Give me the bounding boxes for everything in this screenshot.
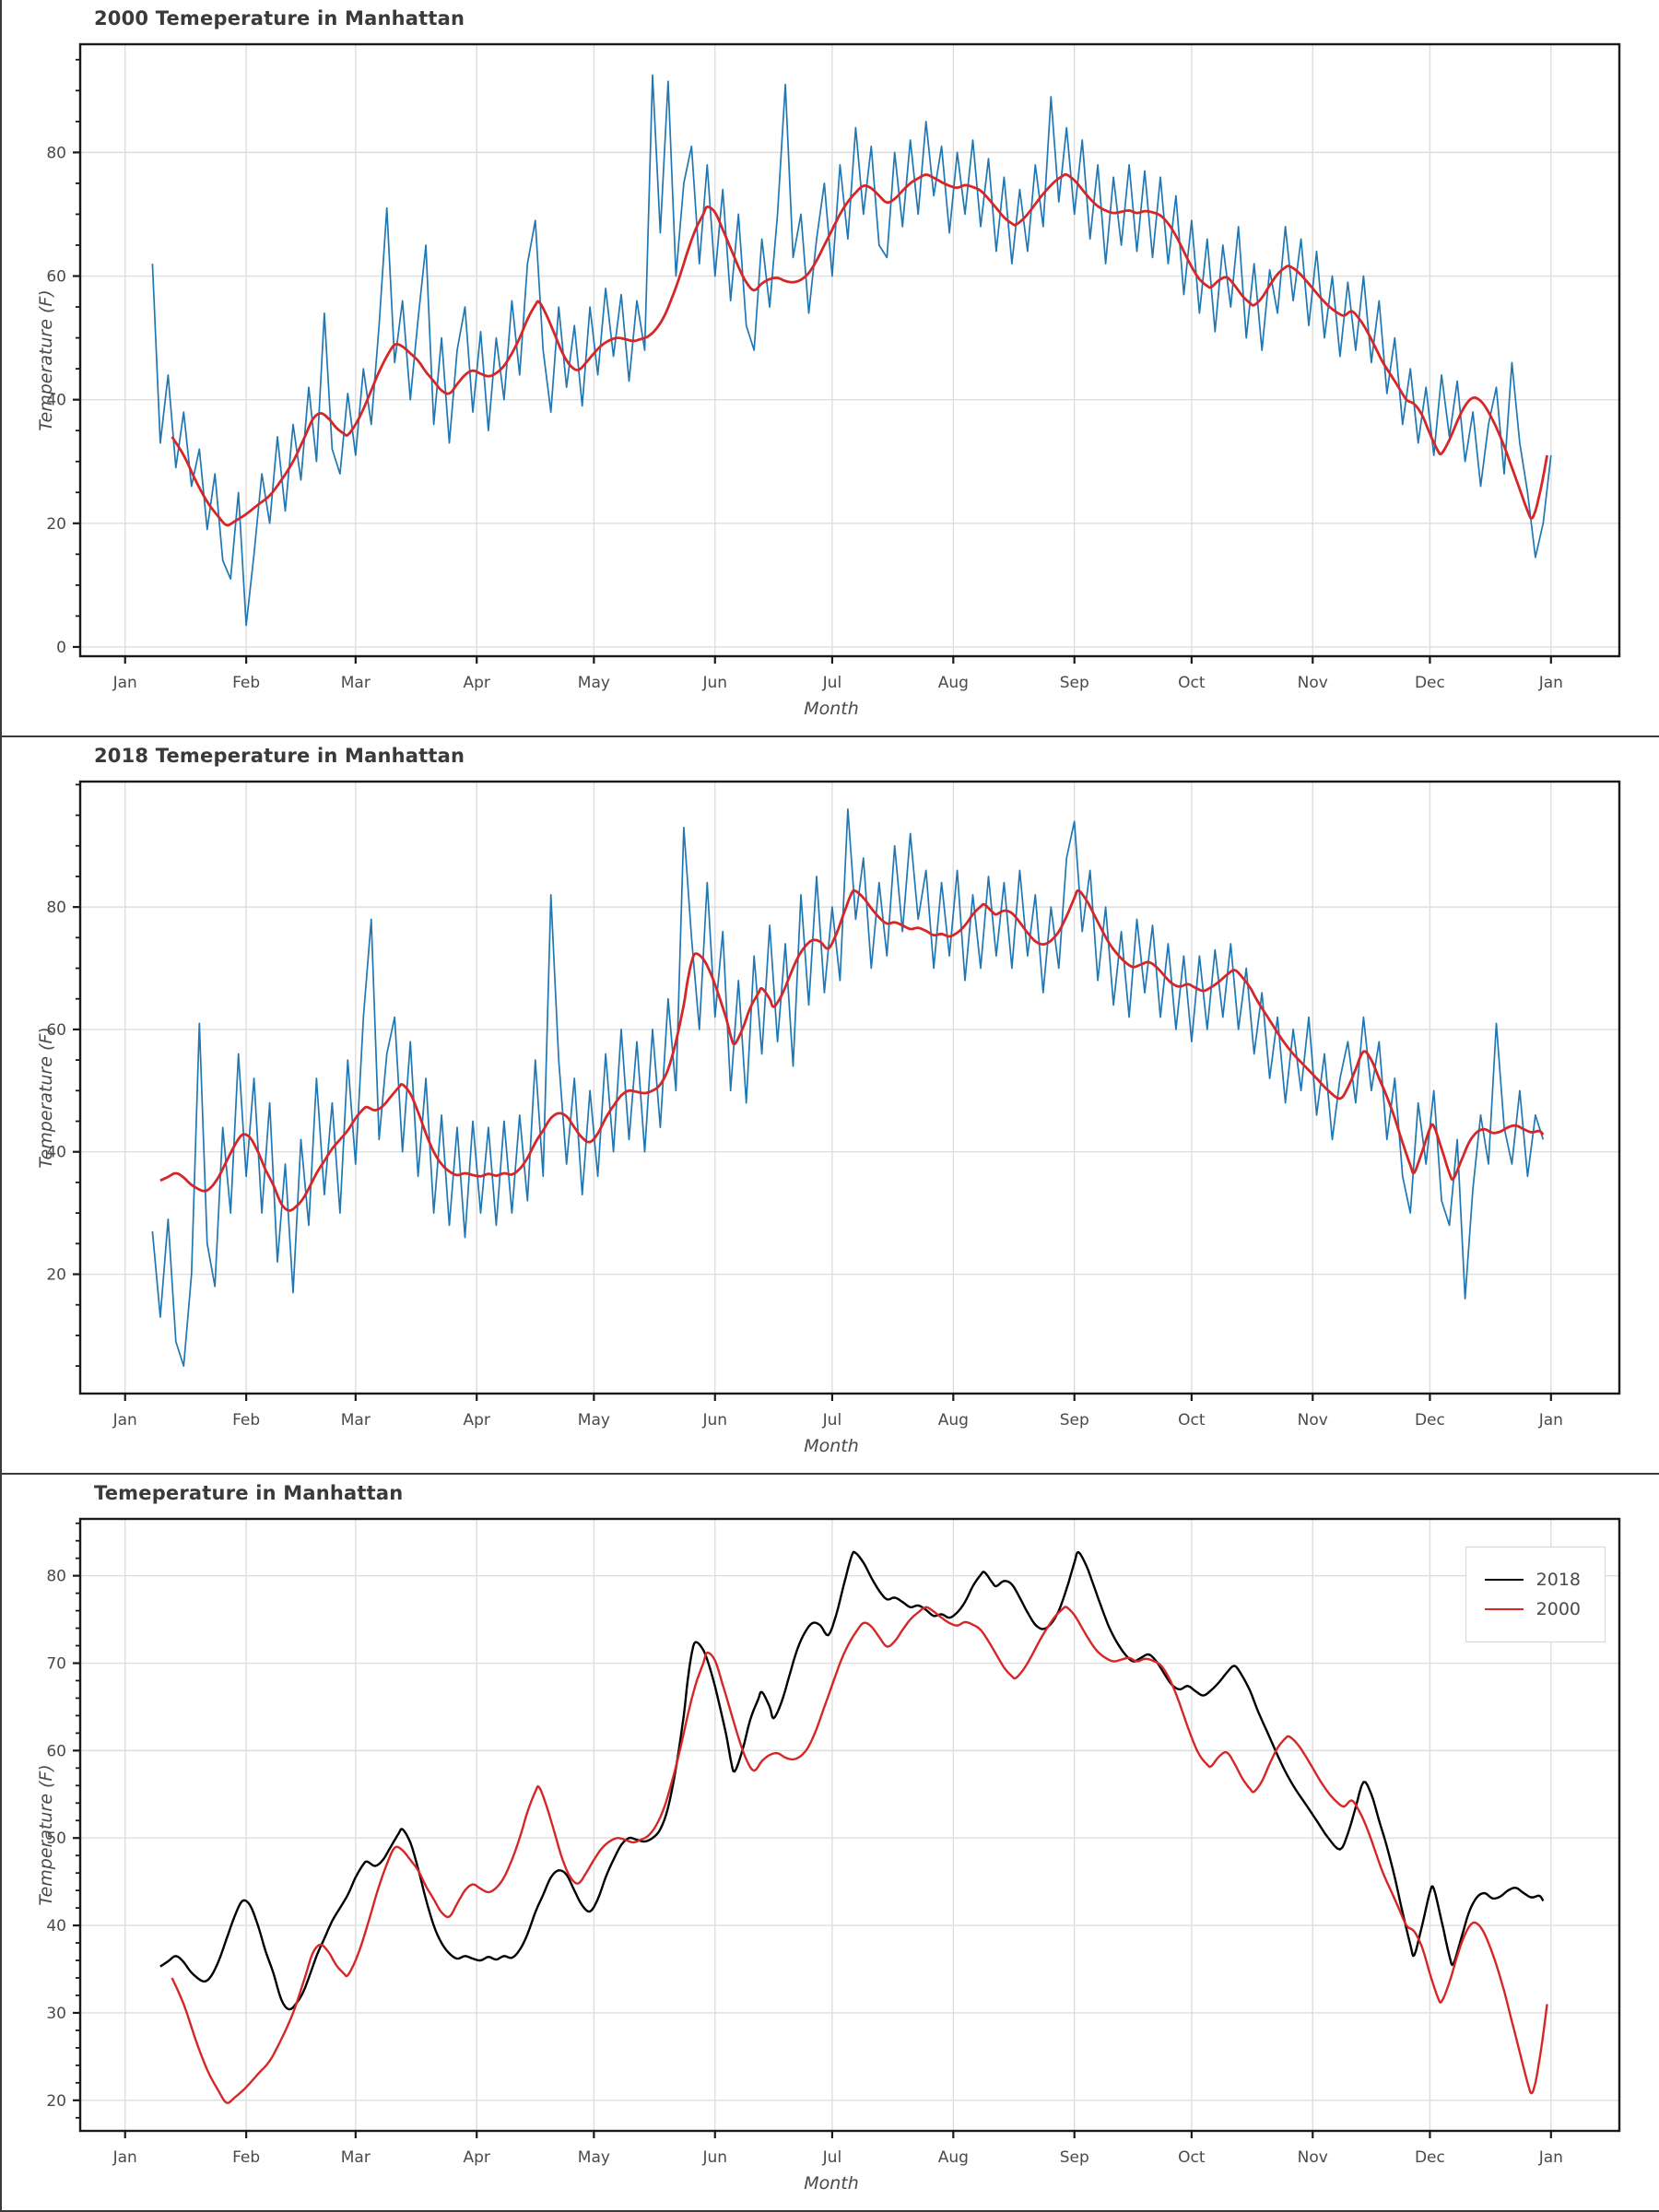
svg-text:Jun: Jun: [701, 1411, 727, 1430]
svg-text:Dec: Dec: [1415, 674, 1445, 692]
plot-area-comparison: 20 30 40 50 60 70 80 Jan Feb Mar Apr May Jun Jul Aug Se…: [46, 1517, 1621, 2167]
svg-text:Sep: Sep: [1060, 1411, 1089, 1430]
svg-text:Feb: Feb: [232, 674, 260, 692]
svg-text:Jun: Jun: [701, 674, 727, 692]
svg-text:Oct: Oct: [1178, 2148, 1206, 2167]
daily-temperature-line: [151, 74, 1552, 627]
svg-text:40: 40: [46, 392, 66, 410]
svg-text:Apr: Apr: [464, 674, 490, 692]
x-axis-label-2018: Month: [804, 1436, 859, 1456]
x-axis-label-comparison: Month: [804, 2173, 859, 2194]
plot-area-2018: 20 40 60 80 Jan Feb Mar Apr May Jun Jul Aug Sep Oct No…: [46, 780, 1621, 1430]
svg-text:Nov: Nov: [1298, 674, 1328, 692]
svg-text:40: 40: [46, 1144, 66, 1162]
axes: 20 30 40 50 60 70 80 Jan Feb Mar Apr May Jun Jul Aug Se…: [46, 1517, 1621, 2167]
chart-panel-2000: 2000 Temeperature in Manhattan Temperatu…: [2, 0, 1659, 737]
svg-text:50: 50: [46, 1830, 66, 1848]
svg-text:Sep: Sep: [1060, 2148, 1089, 2167]
svg-text:Mar: Mar: [341, 2148, 371, 2167]
plot-area-2000: 0 20 40 60 80 Jan Feb Mar Apr May Jun Jul Aug Sep Oct N…: [46, 42, 1621, 692]
chart-panel-comparison: Temeperature in Manhattan Temperature (F…: [2, 1475, 1659, 2212]
svg-text:60: 60: [46, 1742, 66, 1760]
svg-text:60: 60: [46, 1021, 66, 1040]
svg-text:May: May: [578, 1411, 610, 1430]
svg-text:20: 20: [46, 2092, 66, 2111]
svg-text:0: 0: [56, 639, 66, 657]
chart-title-2018: 2018 Temeperature in Manhattan: [94, 745, 465, 767]
svg-text:80: 80: [46, 144, 66, 162]
svg-text:May: May: [578, 674, 610, 692]
svg-text:Nov: Nov: [1298, 1411, 1328, 1430]
legend-line-2018-icon: [1484, 1579, 1524, 1581]
axes: 20 40 60 80 Jan Feb Mar Apr May Jun Jul Aug Sep Oct No…: [46, 780, 1621, 1430]
svg-text:Jan: Jan: [112, 674, 137, 692]
legend-item-2018: 2018: [1484, 1570, 1581, 1590]
svg-text:Sep: Sep: [1060, 674, 1089, 692]
svg-text:Jan: Jan: [1538, 1411, 1563, 1430]
svg-text:Jun: Jun: [701, 2148, 727, 2167]
svg-text:Jul: Jul: [822, 1411, 842, 1430]
x-axis-label-2000: Month: [804, 699, 859, 719]
svg-text:Jan: Jan: [1538, 674, 1563, 692]
chart-panel-2018: 2018 Temeperature in Manhattan Temperatu…: [2, 737, 1659, 1475]
svg-text:80: 80: [46, 1568, 66, 1586]
svg-text:Mar: Mar: [341, 1411, 371, 1430]
legend: 2018 2000: [1465, 1547, 1606, 1642]
rolling-mean-line: [171, 172, 1548, 527]
svg-text:Dec: Dec: [1415, 1411, 1445, 1430]
svg-text:Nov: Nov: [1298, 2148, 1328, 2167]
chart-title-2000: 2000 Temeperature in Manhattan: [94, 7, 465, 29]
svg-text:Jan: Jan: [112, 2148, 137, 2167]
svg-text:20: 20: [46, 1266, 66, 1285]
svg-text:20: 20: [46, 515, 66, 534]
series-line-2018: [159, 1550, 1545, 2011]
chart-title-comparison: Temeperature in Manhattan: [94, 1482, 404, 1504]
svg-text:Jul: Jul: [822, 2148, 842, 2167]
svg-text:Dec: Dec: [1415, 2148, 1445, 2167]
legend-label-2018: 2018: [1535, 1570, 1581, 1590]
axes: 0 20 40 60 80 Jan Feb Mar Apr May Jun Jul Aug Sep Oct N…: [46, 42, 1621, 692]
svg-text:60: 60: [46, 268, 66, 287]
svg-text:80: 80: [46, 899, 66, 917]
svg-text:70: 70: [46, 1655, 66, 1674]
svg-text:Jan: Jan: [112, 1411, 137, 1430]
svg-text:Aug: Aug: [938, 2148, 969, 2167]
svg-text:Feb: Feb: [232, 1411, 260, 1430]
svg-text:Aug: Aug: [938, 1411, 969, 1430]
series-line-2000: [171, 1606, 1548, 2104]
legend-label-2000: 2000: [1535, 1599, 1581, 1619]
legend-item-2000: 2000: [1484, 1599, 1581, 1619]
svg-text:May: May: [578, 2148, 610, 2167]
svg-text:40: 40: [46, 1917, 66, 1936]
svg-text:Feb: Feb: [232, 2148, 260, 2167]
svg-text:Oct: Oct: [1178, 674, 1206, 692]
daily-temperature-line: [151, 808, 1545, 1367]
svg-text:Jan: Jan: [1538, 2148, 1563, 2167]
svg-text:30: 30: [46, 2005, 66, 2023]
svg-text:Jul: Jul: [822, 674, 842, 692]
legend-line-2000-icon: [1484, 1608, 1524, 1610]
rolling-mean-line: [159, 888, 1545, 1212]
svg-text:Apr: Apr: [464, 1411, 490, 1430]
svg-text:Apr: Apr: [464, 2148, 490, 2167]
svg-text:Aug: Aug: [938, 674, 969, 692]
svg-text:Oct: Oct: [1178, 1411, 1206, 1430]
svg-text:Mar: Mar: [341, 674, 371, 692]
